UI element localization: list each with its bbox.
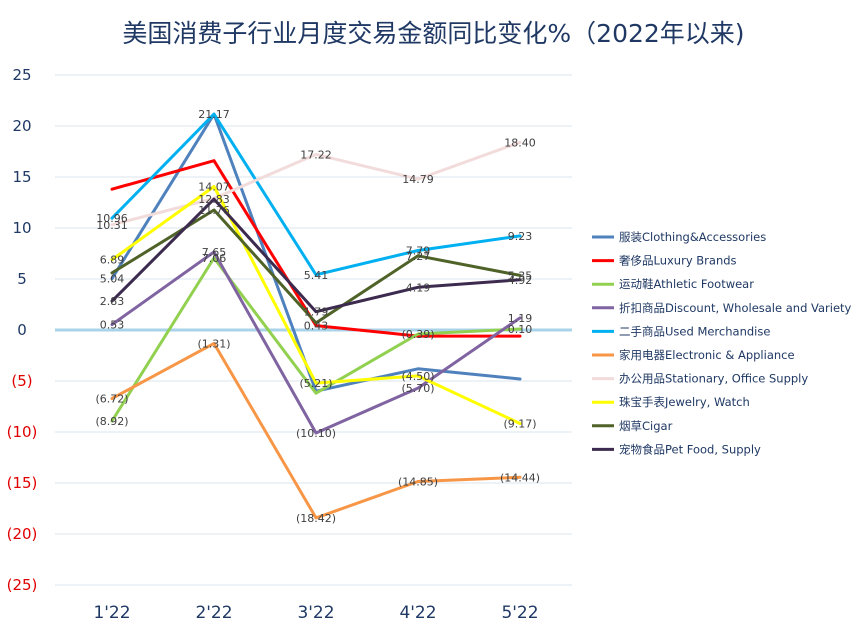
legend-label: 宠物食品Pet Food, Supply xyxy=(619,442,761,456)
y-tick-label: 25 xyxy=(12,66,31,84)
data-label: 5.41 xyxy=(304,269,329,282)
series-line xyxy=(110,256,522,423)
data-label: 7.27 xyxy=(406,250,431,263)
y-tick-label: 0 xyxy=(17,321,27,339)
data-label: (14.85) xyxy=(398,475,438,488)
y-tick-label: 20 xyxy=(12,117,31,135)
data-label: (8.92) xyxy=(95,415,128,428)
data-label: (9.17) xyxy=(503,418,536,431)
data-label: 2.83 xyxy=(100,295,125,308)
data-label: 7.06 xyxy=(202,252,227,265)
data-label: 5.35 xyxy=(508,269,533,282)
series-line xyxy=(110,185,522,425)
series-line xyxy=(110,197,522,314)
data-label: (1.31) xyxy=(197,337,230,350)
data-label: (5.21) xyxy=(299,377,332,390)
legend-label: 家用电器Electronic & Appliance xyxy=(619,348,795,362)
data-label: 1.19 xyxy=(508,312,533,325)
data-label: (5.70) xyxy=(401,382,434,395)
legend-label: 烟草Cigar xyxy=(619,419,673,433)
y-tick-label: (25) xyxy=(7,576,38,594)
data-label: (4.50) xyxy=(401,370,434,383)
data-label: (6.72) xyxy=(95,393,128,406)
data-label: 4.92 xyxy=(508,274,533,287)
data-label: 5.04 xyxy=(100,273,125,286)
data-label: 21.17 xyxy=(198,108,230,121)
y-tick-label: (5) xyxy=(11,372,32,390)
y-tick-label: (20) xyxy=(7,525,38,543)
data-label: 0.43 xyxy=(304,320,329,333)
data-label: (10.10) xyxy=(296,427,336,440)
y-tick-label: 15 xyxy=(12,168,31,186)
series-line xyxy=(110,208,522,325)
y-tick-label: 5 xyxy=(17,270,27,288)
data-label: 12.83 xyxy=(198,193,230,206)
data-label: 17.22 xyxy=(300,148,332,161)
legend-label: 二手商品Used Merchandise xyxy=(619,324,770,338)
data-label: 10.96 xyxy=(96,212,128,225)
data-label: 0.10 xyxy=(508,323,533,336)
data-label: 7.65 xyxy=(202,246,227,259)
x-tick-label: 3'22 xyxy=(297,603,334,623)
data-label: 14.79 xyxy=(402,173,434,186)
data-label: 18.40 xyxy=(504,136,536,149)
y-tick-label: (10) xyxy=(7,423,38,441)
data-label: 14.07 xyxy=(198,180,230,193)
y-tick-label: 10 xyxy=(12,219,31,237)
legend-label: 折扣商品Discount, Wholesale and Variety xyxy=(619,301,852,315)
data-label: (14.44) xyxy=(500,471,540,484)
data-label: (18.42) xyxy=(296,512,336,525)
series-line xyxy=(110,140,522,227)
legend-label: 服装Clothing&Accessories xyxy=(619,230,766,244)
data-label: 9.23 xyxy=(508,230,533,243)
series-line xyxy=(110,341,522,520)
data-label: 11.76 xyxy=(198,204,230,217)
y-tick-label: (15) xyxy=(7,474,38,492)
series-line xyxy=(110,159,522,338)
legend-label: 办公用品Stationary, Office Supply xyxy=(619,372,808,386)
series-line xyxy=(110,250,522,435)
data-label: 0.53 xyxy=(100,319,125,332)
x-tick-label: 1'22 xyxy=(93,603,130,623)
data-label: (0.39) xyxy=(401,328,434,341)
data-label: 6.89 xyxy=(100,254,125,267)
legend-label: 珠宝手表Jewelry, Watch xyxy=(619,395,750,409)
legend-label: 运动鞋Athletic Footwear xyxy=(619,277,754,291)
x-tick-label: 5'22 xyxy=(501,603,538,623)
chart-title: 美国消费子行业月度交易金额同比变化%（2022年以来) xyxy=(122,19,745,48)
x-tick-label: 4'22 xyxy=(399,603,436,623)
data-label: 4.19 xyxy=(406,281,431,294)
legend-label: 奢侈品Luxury Brands xyxy=(619,254,737,268)
data-label: 10.31 xyxy=(96,219,128,232)
series-line xyxy=(110,112,522,277)
x-tick-label: 2'22 xyxy=(195,603,232,623)
data-label: 7.79 xyxy=(406,245,431,258)
data-label: 1.79 xyxy=(304,306,329,319)
